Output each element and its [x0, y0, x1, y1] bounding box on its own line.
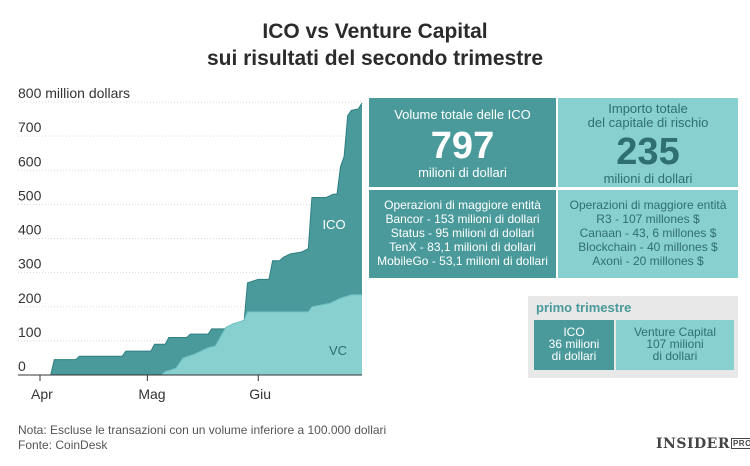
vc-ops-item: Axoni - 20 millones $: [592, 254, 704, 268]
y-tick-label: 500: [18, 187, 42, 203]
x-tick-label: Mag: [138, 386, 165, 402]
vc-ops-item: Canaan - 43, 6 millones $: [579, 226, 717, 240]
q1-ico-unit: di dollari: [551, 349, 597, 363]
ico-area-label: ICO: [322, 217, 345, 232]
first-quarter-panel: primo trimestre ICO 36 milioni di dollar…: [528, 296, 738, 378]
area-chart: 0 100 200 300 400 500 600 700 800 million dollar…: [18, 85, 363, 402]
vc-total-header2: del capitale di rischio: [587, 115, 709, 130]
y-tick-label: 300: [18, 256, 42, 272]
q1-ico-cell: ICO 36 milioni di dollari: [534, 320, 614, 370]
ico-ops-item: Bancor - 153 milioni di dollari: [385, 212, 540, 226]
ico-total-unit: milioni di dollari: [418, 165, 507, 180]
x-tick-label: Giu: [249, 386, 271, 402]
chart-title-line1: ICO vs Venture Capital: [262, 20, 488, 43]
series-line-vc: [161, 294, 362, 376]
ico-ops-item: MobileGo - 53,1 milioni di dollari: [377, 254, 548, 268]
ico-total-box: Volume totale delle ICO 797 milioni di d…: [369, 98, 556, 187]
y-tick-label: 800 million dollars: [18, 85, 130, 101]
y-tick-label: 600: [18, 153, 42, 169]
q1-vc-value: 107 milioni: [646, 337, 704, 351]
y-tick-label: 200: [18, 290, 42, 306]
series-area-ico: [50, 103, 362, 375]
vc-total-box: Importo totale del capitale di rischio 2…: [558, 98, 738, 187]
footnote: Nota: Escluse le transazioni con un volu…: [18, 423, 387, 437]
q1-vc-unit: di dollari: [652, 349, 698, 363]
q1-ico-name: ICO: [563, 325, 585, 339]
q1-vc-name: Venture Capital: [633, 325, 717, 339]
brand-name: INSIDER: [656, 436, 730, 452]
q1-vc-cell: Venture Capital 107 milioni di dollari: [616, 320, 734, 370]
vc-total-unit: milioni di dollari: [603, 171, 693, 186]
first-quarter-label: primo trimestre: [536, 300, 632, 315]
ico-ops-title: Operazioni di maggiore entità: [384, 198, 541, 212]
y-tick-label: 700: [18, 119, 42, 135]
series-line-ico: [50, 102, 363, 376]
vc-total-header1: Importo totale: [608, 101, 688, 116]
vc-total-value: 235: [616, 131, 680, 173]
y-tick-label: 0: [18, 358, 26, 374]
y-tick-label: 100: [18, 324, 42, 340]
ico-ops-item: Status - 95 milioni di dollari: [390, 226, 535, 240]
chart-title-line2: sui risultati del secondo trimestre: [206, 47, 544, 70]
source-note: Fonte: CoinDesk: [18, 438, 108, 452]
q1-ico-value: 36 milioni: [548, 337, 600, 351]
vc-ops-item: R3 - 107 millones $: [596, 212, 700, 226]
ico-total-header: Volume totale delle ICO: [394, 107, 531, 122]
vc-ops-title: Operazioni di maggiore entità: [569, 198, 727, 212]
vc-ops-box: Operazioni di maggiore entità R3 - 107 m…: [558, 190, 738, 278]
vc-ops-item: Blockchain - 40 millones $: [578, 240, 718, 254]
vc-area-label: VC: [329, 343, 347, 358]
series-area-vc: [161, 294, 362, 375]
ico-total-value: 797: [430, 125, 495, 167]
y-tick-label: 400: [18, 222, 42, 238]
x-tick-label: Apr: [31, 386, 53, 402]
brand-suffix: PRO: [730, 438, 750, 449]
insider-pro-logo: INSIDER PRO: [656, 436, 750, 452]
ico-ops-box: Operazioni di maggiore entità Bancor - 1…: [369, 190, 556, 278]
ico-ops-item: TenX - 83,1 milioni di dollari: [389, 240, 536, 254]
